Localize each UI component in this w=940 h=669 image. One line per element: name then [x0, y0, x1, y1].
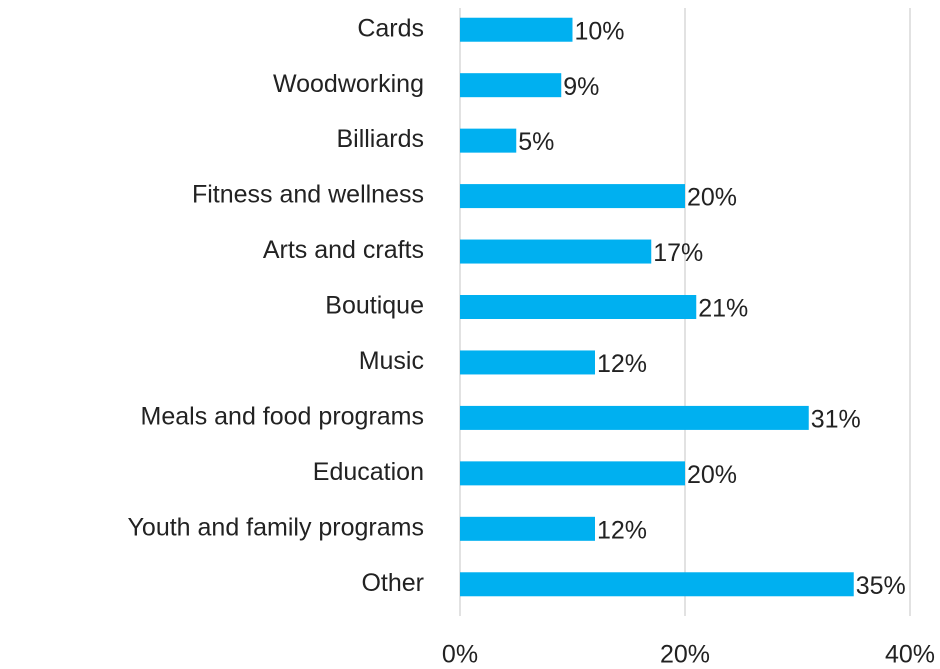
bar — [460, 184, 685, 209]
y-tick-label: Education — [313, 458, 424, 486]
y-tick-label: Youth and family programs — [128, 513, 424, 541]
data-label: 5% — [518, 128, 554, 156]
y-tick-label: Cards — [357, 14, 424, 42]
bar — [460, 73, 562, 98]
bar — [460, 350, 595, 375]
bar — [460, 572, 854, 597]
data-label: 9% — [563, 73, 599, 101]
data-label: 21% — [698, 295, 748, 323]
data-label: 35% — [856, 572, 906, 600]
bar — [460, 17, 573, 42]
y-tick-label: Fitness and wellness — [192, 181, 424, 209]
bar — [460, 295, 697, 319]
x-tick-label: 20% — [660, 641, 710, 669]
y-tick-label: Boutique — [325, 292, 424, 320]
y-tick-label: Woodworking — [273, 70, 424, 98]
y-tick-label: Arts and crafts — [263, 236, 424, 264]
y-tick-label: Billiards — [336, 125, 424, 153]
data-label: 12% — [597, 350, 647, 378]
x-tick-label: 40% — [885, 641, 935, 669]
bar — [460, 128, 517, 153]
bar — [460, 461, 685, 486]
data-label: 20% — [687, 461, 737, 489]
data-label: 31% — [811, 406, 861, 434]
x-tick-label: 0% — [442, 641, 478, 669]
bar — [460, 239, 652, 264]
data-label: 12% — [597, 516, 647, 544]
y-tick-label: Music — [359, 347, 424, 375]
bar — [460, 516, 595, 541]
data-label: 17% — [653, 239, 703, 267]
data-label: 20% — [687, 184, 737, 212]
y-tick-label: Other — [361, 569, 424, 597]
bar — [460, 405, 809, 430]
data-label: 10% — [575, 17, 625, 45]
y-tick-label: Meals and food programs — [141, 403, 424, 431]
